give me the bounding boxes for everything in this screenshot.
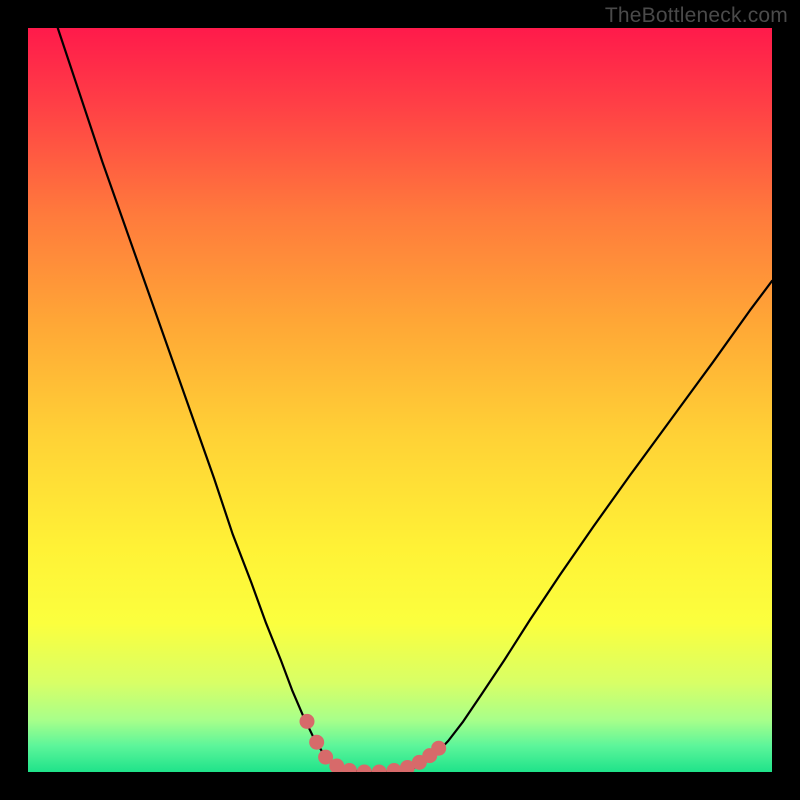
bottom-marker (431, 741, 446, 756)
plot-area (28, 28, 772, 772)
bottom-marker (300, 714, 315, 729)
stage: TheBottleneck.com (0, 0, 800, 800)
bottom-marker (342, 763, 357, 772)
bottleneck-curve (58, 28, 772, 772)
bottom-marker (357, 765, 372, 773)
bottom-marker (372, 765, 387, 773)
watermark-label: TheBottleneck.com (605, 4, 788, 28)
bottom-marker (309, 735, 324, 750)
bottom-marker (387, 763, 402, 772)
chart-svg (28, 28, 772, 772)
